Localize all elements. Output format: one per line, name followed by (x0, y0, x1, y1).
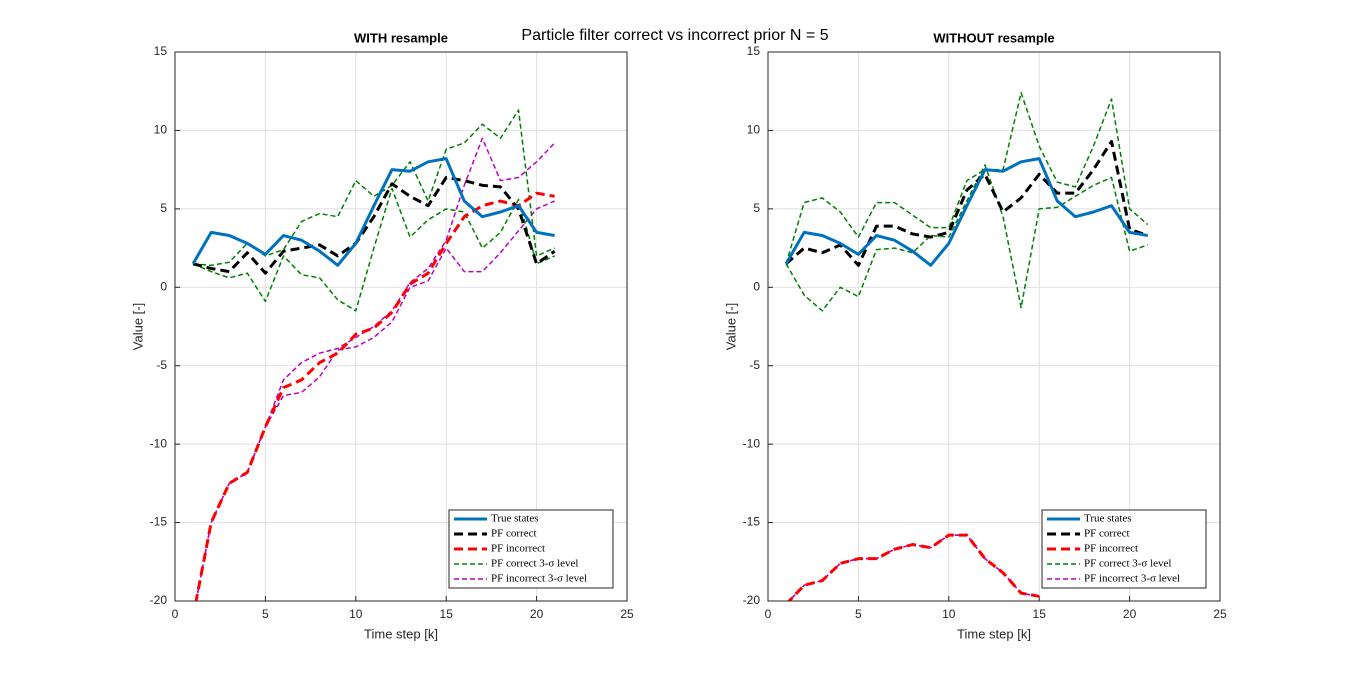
series-line (787, 533, 1040, 601)
y-tick-label: -20 (743, 593, 761, 607)
series-line (193, 109, 555, 267)
legend-label: PF correct 3-σ level (491, 558, 578, 570)
x-tick-label: 25 (1213, 607, 1227, 621)
y-tick-label: -20 (150, 593, 168, 607)
legend-label: PF correct (1084, 528, 1130, 540)
x-axis-label: Time step [k] (957, 626, 1031, 641)
y-tick-label: 5 (753, 201, 760, 215)
x-tick-label: 15 (440, 607, 454, 621)
subplot-title: WITHOUT resample (933, 30, 1054, 45)
series-line (784, 157, 1148, 267)
y-tick-label: 15 (747, 44, 761, 58)
x-tick-label: 15 (1033, 607, 1047, 621)
y-axis-label: Value [-] (130, 303, 145, 350)
series-line (194, 191, 555, 601)
legend: True states PF correct PF incorrect PF corr… (448, 509, 614, 589)
legend-label: PF incorrect 3-σ level (491, 573, 587, 585)
x-tick-label: 5 (855, 607, 862, 621)
x-tick-label: 20 (530, 607, 544, 621)
y-tick-label: 0 (160, 279, 167, 293)
x-tick-label: 20 (1123, 607, 1137, 621)
plot-area (784, 92, 1149, 601)
y-tick-label: -15 (150, 515, 168, 529)
x-tick-label: 5 (262, 607, 269, 621)
subplot: 0 5 10 15 20 25 -20 -15 -10 -5 0 5 10 15 WITH resample… (130, 30, 634, 641)
y-tick-label: -5 (749, 358, 760, 372)
series-line (191, 157, 555, 267)
y-tick-label: -15 (743, 515, 761, 529)
x-axis-label: Time step [k] (364, 626, 438, 641)
legend-label: PF incorrect (491, 543, 545, 555)
x-tick-label: 25 (620, 607, 634, 621)
series-line (192, 175, 556, 275)
y-tick-label: -10 (150, 436, 168, 450)
axes-box (767, 51, 1221, 602)
y-tick-label: -5 (156, 358, 167, 372)
y-tick-label: 10 (154, 123, 168, 137)
y-tick-label: -10 (743, 436, 761, 450)
figure-title: Particle filter correct vs incorrect pri… (521, 27, 828, 44)
legend-label: PF incorrect (1084, 543, 1138, 555)
series-line (192, 187, 555, 312)
x-tick-label: 10 (942, 607, 956, 621)
y-axis-label: Value [-] (723, 303, 738, 350)
plot-area (191, 109, 556, 601)
legend-label: True states (1084, 513, 1132, 525)
x-tick-label: 0 (172, 607, 179, 621)
x-tick-label: 0 (765, 607, 772, 621)
series-line (785, 164, 1148, 312)
legend-label: PF incorrect 3-σ level (1084, 573, 1180, 585)
y-tick-label: 10 (747, 123, 761, 137)
y-tick-label: 5 (160, 201, 167, 215)
legend-label: PF correct 3-σ level (1084, 558, 1171, 570)
legend-label: PF correct (491, 528, 537, 540)
subplot: 0 5 10 15 20 25 -20 -15 -10 -5 0 5 10 15 WITHOUT resam… (723, 30, 1227, 641)
y-tick-label: 15 (154, 44, 168, 58)
axes-box (174, 51, 628, 602)
legend-label: True states (491, 513, 539, 525)
legend: True states PF correct PF incorrect PF corr… (1041, 509, 1207, 589)
series-line (785, 139, 1149, 267)
y-tick-label: 0 (753, 279, 760, 293)
x-tick-label: 10 (349, 607, 363, 621)
subplot-title: WITH resample (354, 30, 448, 45)
series-line (785, 92, 1149, 264)
